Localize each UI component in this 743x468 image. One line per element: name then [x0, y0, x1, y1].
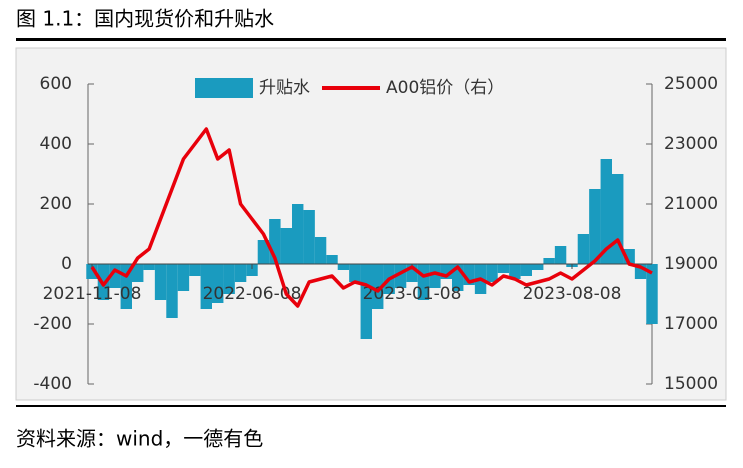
bar — [509, 264, 521, 279]
bar — [337, 264, 350, 270]
x-tick-label: 2021-11-08 — [43, 284, 142, 304]
y-tick-label: 200 — [40, 194, 72, 214]
x-tick-label: 2022-06-08 — [203, 284, 302, 304]
bar — [86, 264, 98, 279]
bar — [109, 264, 121, 288]
line — [90, 127, 653, 308]
bar — [326, 255, 338, 264]
rule — [16, 405, 726, 407]
y2-tick-label: 25000 — [664, 74, 718, 94]
legend-label: 升贴水 — [259, 78, 310, 98]
bar — [200, 264, 212, 309]
bar — [554, 246, 567, 264]
x-tick-label: 2023-08-08 — [523, 284, 622, 304]
bar — [280, 228, 292, 264]
bar — [486, 264, 498, 282]
bar — [189, 264, 201, 276]
bar — [212, 264, 224, 303]
bar — [120, 264, 132, 309]
y-tick-label: 600 — [40, 74, 72, 94]
y2-tick-label: 19000 — [664, 254, 718, 274]
title: 图 1.1：国内现货价和升贴水 — [16, 7, 274, 31]
legend-swatch — [195, 78, 253, 98]
bar — [646, 264, 658, 324]
legend-label: A00铝价（右） — [386, 78, 504, 98]
x-tick-label: 2023-01-08 — [363, 284, 462, 304]
y-tick-label: -200 — [33, 314, 72, 334]
bar — [497, 264, 510, 273]
bar — [132, 264, 144, 282]
y-tick-label: -400 — [33, 374, 72, 394]
bar — [292, 204, 304, 264]
y2-tick-label: 23000 — [664, 134, 718, 154]
bar — [429, 264, 441, 288]
bar — [577, 234, 590, 264]
bar — [532, 264, 544, 270]
source: 资料来源：wind，一德有色 — [16, 427, 263, 451]
bar — [269, 219, 281, 264]
bar — [154, 264, 167, 300]
bar — [463, 264, 475, 285]
bar — [452, 264, 464, 291]
bar — [314, 237, 327, 264]
y2-tick-label: 21000 — [664, 194, 718, 214]
bar — [394, 264, 407, 288]
rule — [16, 38, 726, 41]
bar — [223, 264, 235, 294]
y-tick-label: 0 — [61, 254, 72, 274]
bar — [589, 189, 601, 264]
bar — [417, 264, 430, 300]
bar — [360, 264, 372, 339]
bar — [623, 249, 635, 264]
bar — [349, 264, 361, 282]
bar — [440, 264, 452, 279]
bar — [634, 264, 647, 279]
bar — [543, 258, 555, 264]
bar — [166, 264, 178, 318]
bar — [143, 264, 155, 270]
bar — [520, 264, 532, 276]
bar — [372, 264, 384, 309]
bar — [612, 174, 624, 264]
y2-tick-label: 15000 — [664, 374, 718, 394]
bar — [234, 264, 247, 282]
bar — [303, 210, 315, 264]
bar — [257, 240, 270, 264]
bar — [600, 159, 612, 264]
y2-tick-label: 17000 — [664, 314, 718, 334]
bar — [177, 264, 190, 291]
bar — [246, 264, 258, 276]
y-tick-label: 400 — [40, 134, 72, 154]
bar — [406, 264, 418, 282]
